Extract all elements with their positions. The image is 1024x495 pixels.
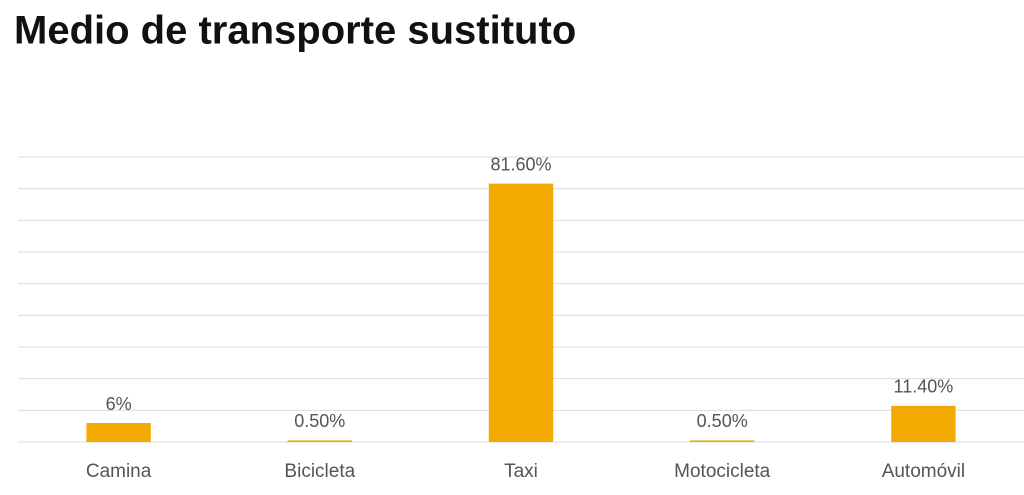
bar	[86, 423, 151, 442]
x-tick-label: Bicicleta	[284, 461, 355, 482]
data-label: 6%	[106, 394, 132, 414]
data-label: 11.40%	[894, 377, 954, 397]
x-tick-label: Automóvil	[882, 461, 965, 482]
bar	[287, 440, 352, 442]
data-label: 81.60%	[490, 154, 551, 174]
bar	[488, 183, 554, 442]
data-label: 0.50%	[294, 411, 345, 431]
data-label: 0.50%	[697, 411, 748, 431]
bar	[690, 440, 755, 442]
bar	[891, 405, 956, 442]
x-tick-label: Taxi	[504, 461, 538, 482]
chart-title: Medio de transporte sustituto	[14, 9, 576, 53]
x-tick-label: Camina	[86, 461, 152, 482]
x-tick-label: Motocicleta	[674, 461, 771, 482]
